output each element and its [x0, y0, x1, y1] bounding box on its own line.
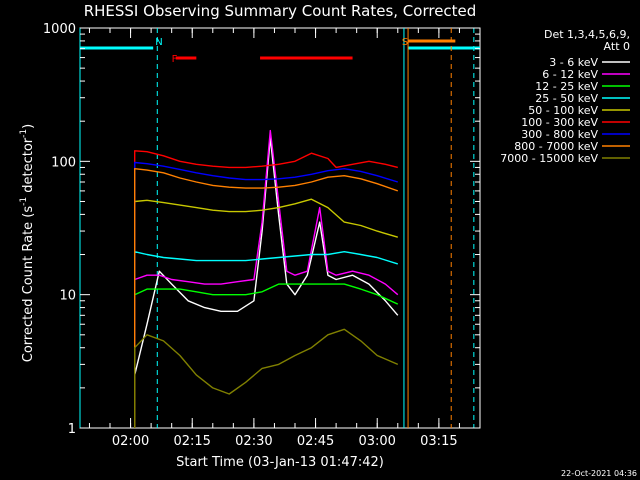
- legend-entry-label: 100 - 300 keV: [521, 116, 598, 129]
- series-line-2: [134, 283, 399, 428]
- y-tick-label: 100: [51, 155, 76, 170]
- legend-entry-label: 6 - 12 keV: [542, 68, 598, 81]
- x-tick-label: 02:15: [173, 434, 210, 449]
- legend-entry-label: 50 - 100 keV: [528, 104, 598, 117]
- series-line-3: [134, 251, 399, 428]
- annotations-layer: NF S: [155, 37, 408, 65]
- y-tick-label: 1: [68, 422, 76, 437]
- x-tick-label: 03:00: [358, 434, 395, 449]
- legend-header-line: Det 1,3,4,5,6,9,: [544, 28, 630, 41]
- x-tick-label: 02:45: [297, 434, 334, 449]
- footer-date: 22-Oct-2021 04:36: [561, 469, 637, 478]
- annotation-S: S: [402, 37, 408, 48]
- y-tick-label: 10: [59, 289, 76, 304]
- bars-layer: [80, 39, 480, 60]
- x-tick-label: 02:00: [112, 434, 149, 449]
- y-tick-label: 1000: [43, 22, 76, 37]
- series-line-5: [134, 150, 398, 428]
- x-tick-label: 03:15: [420, 434, 457, 449]
- y-axis-label: Corrected Count Rate (s-1 detector-1): [19, 124, 36, 362]
- annotation-F: F: [172, 54, 178, 65]
- chart-title: RHESSI Observing Summary Count Rates, Co…: [84, 2, 477, 20]
- plot-area: 1 10 100 1000 02:00 02:15 02:30 02:45 03:00 03:15…: [43, 22, 481, 449]
- legend-entry-label: 800 - 7000 keV: [514, 140, 598, 153]
- series-line-7: [134, 168, 399, 428]
- legend-header-line: Att 0: [604, 40, 630, 53]
- series-line-4: [134, 198, 398, 428]
- legend-entry-label: 12 - 25 keV: [535, 80, 598, 93]
- series-line-8: [134, 328, 399, 428]
- legend-entry-label: 7000 - 15000 keV: [500, 152, 598, 165]
- legend-entry-label: 3 - 6 keV: [549, 56, 598, 69]
- legend-entry-label: 300 - 800 keV: [521, 128, 598, 141]
- annotation-N: N: [155, 37, 162, 48]
- x-axis-label: Start Time (03-Jan-13 01:47:42): [176, 455, 384, 470]
- series-layer: [134, 129, 399, 428]
- series-line-6: [134, 161, 399, 428]
- x-tick-label: 02:30: [235, 434, 272, 449]
- series-line-1: [134, 129, 399, 428]
- vlines-layer: [79, 28, 475, 428]
- legend-entry-label: 25 - 50 keV: [535, 92, 598, 105]
- ticks-layer: 1 10 100 1000 02:00 02:15 02:30 02:45 03:00 03:15: [43, 22, 480, 449]
